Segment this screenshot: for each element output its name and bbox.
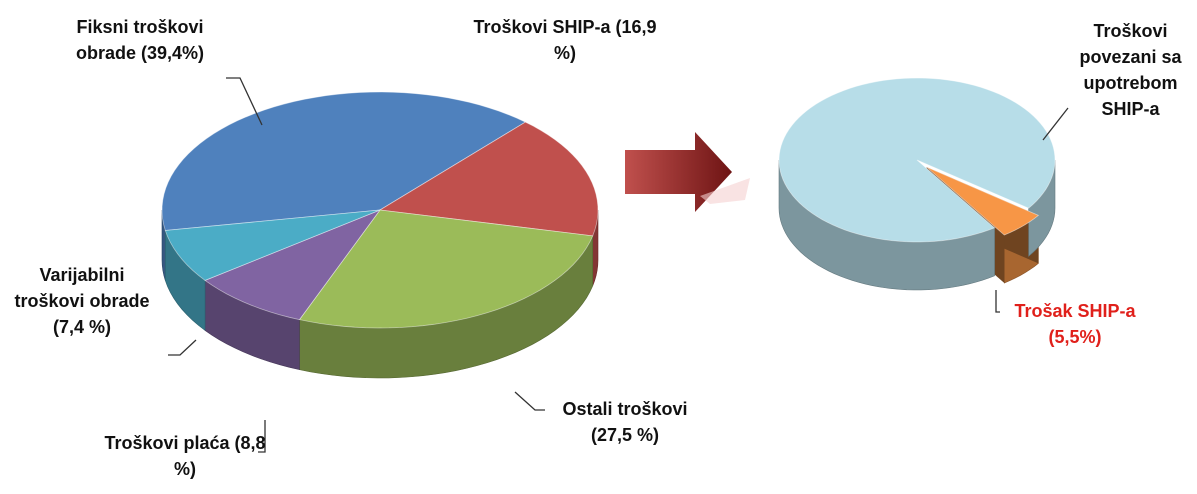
label: Troškovi povezani sa upotrebom SHIP-a (1068, 18, 1193, 122)
category-label: Troškovi SHIP-a (473, 17, 611, 37)
value-label: (5,5%) (1048, 327, 1102, 347)
arrow (625, 132, 732, 212)
label: Troškovi SHIP-a (16,9 %) (470, 14, 660, 66)
label: Ostali troškovi (27,5 %) (540, 396, 710, 448)
value-label: (16,9 %) (554, 17, 657, 63)
slice (378, 121, 599, 237)
category-label: Troškovi povezani sa upotrebom SHIP-a (1079, 21, 1182, 119)
label: Fiksni troškovi obrade (39,4%) (60, 14, 220, 66)
value-label: (27,5 %) (590, 425, 660, 445)
value-label: (7,4 %) (52, 317, 112, 337)
value-label: (8,8 %) (174, 433, 266, 479)
label: Varijabilni troškovi obrade (7,4 %) (8, 262, 156, 340)
category-label: Trošak SHIP-a (1014, 301, 1136, 321)
label: Trošak SHIP-a (5,5%) (995, 298, 1155, 350)
category-label: Fiksni troškovi obrade (75, 17, 204, 63)
category-label: Varijabilni troškovi obrade (14, 265, 150, 311)
value-label: (39,4%) (141, 43, 205, 63)
slice (926, 166, 1040, 236)
leader-line (1042, 107, 1069, 141)
slice (204, 209, 382, 321)
slice (298, 209, 594, 329)
leader-line (258, 420, 266, 453)
leader-line (168, 339, 197, 356)
leader-line (514, 391, 545, 411)
leader-line (226, 77, 263, 126)
category-label: Troškovi plaća (104, 433, 230, 453)
slice (161, 91, 527, 231)
slice (164, 209, 381, 281)
leader-line (995, 290, 1000, 313)
category-label: Ostali troškovi (562, 399, 688, 419)
label: Troškovi plaća (8,8 %) (100, 430, 270, 482)
arrow-reflection (700, 178, 750, 204)
